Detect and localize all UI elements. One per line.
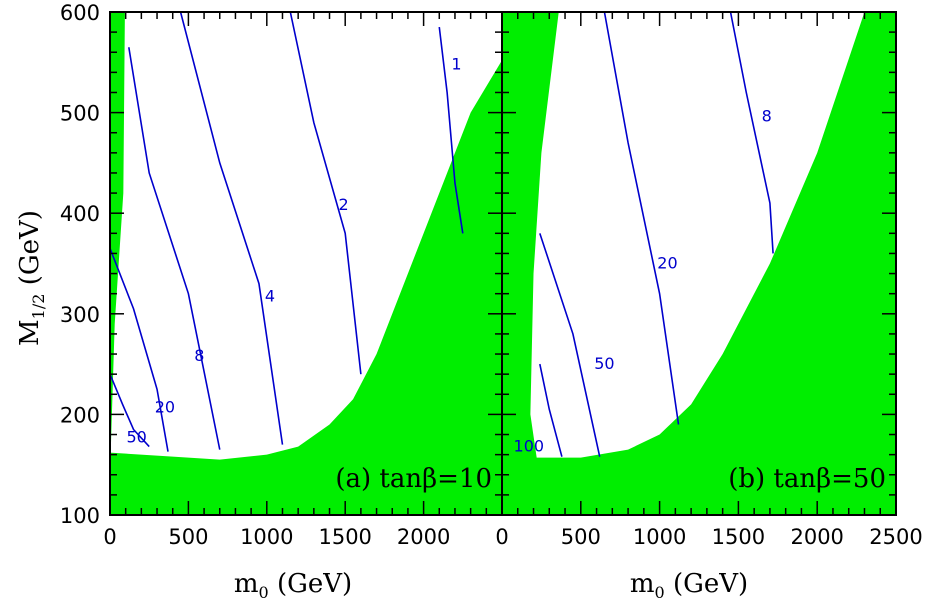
x-tick-label-a: 0	[103, 525, 116, 549]
x-tick-label-b: 2000	[790, 525, 843, 549]
svg-text:m0 (GeV): m0 (GeV)	[630, 569, 748, 602]
y-tick-label: 500	[60, 102, 100, 126]
contour-8	[128, 47, 221, 450]
panel-label-b: (b) tanβ=50	[728, 464, 886, 494]
x-tick-label-b: 0	[495, 525, 508, 549]
plot-area-a: 50 20 8 4 2 1	[110, 12, 502, 515]
contour-50	[539, 233, 601, 457]
excluded-region-left-strip	[110, 12, 125, 475]
x-tick-label-a: 1500	[318, 525, 371, 549]
x-axis-title-b: m0 (GeV)	[630, 569, 748, 602]
contour-label-1: 1	[451, 54, 461, 73]
contour-label-8: 8	[194, 346, 204, 365]
x-axis-title-a-main: m	[234, 569, 259, 599]
contour-label-4: 4	[265, 287, 275, 306]
x-tick-label-b: 1000	[633, 525, 686, 549]
x-tick-label-a: 2000	[397, 525, 450, 549]
contour-100	[539, 363, 563, 457]
x-axis-title-b-sub: 0	[654, 583, 664, 602]
y-tick-label: 300	[60, 303, 100, 327]
contour-label-2: 2	[339, 195, 349, 214]
contour-label-50: 50	[126, 428, 146, 447]
x-axis-title-b-unit: (GeV)	[673, 569, 748, 599]
contour-label-20: 20	[155, 397, 175, 416]
x-axis-title-a-sub: 0	[258, 583, 268, 602]
svg-text:M1/2 (GeV): M1/2 (GeV)	[15, 210, 48, 346]
contour-label-50: 50	[594, 354, 614, 373]
y-axis-title-sub: 1/2	[29, 294, 48, 320]
frame-b	[501, 11, 897, 516]
plot-area-b: 100 50 20 8	[502, 12, 896, 515]
y-axis-title-main: M	[15, 319, 45, 346]
x-tick-label-a: 500	[168, 525, 208, 549]
x-axis-title-a-unit: (GeV)	[277, 569, 352, 599]
ticks-b	[501, 11, 897, 516]
y-tick-label: 100	[60, 504, 100, 528]
x-axis-title-b-main: m	[630, 569, 655, 599]
x-tick-label-b: 500	[561, 525, 601, 549]
x-tick-label-a: 1000	[240, 525, 293, 549]
x-axis-title-a: m0 (GeV)	[234, 569, 352, 602]
excluded-region-bottom-right	[110, 60, 502, 515]
contour-50	[110, 373, 150, 448]
x-tick-label-b: 2500	[869, 525, 922, 549]
y-tick-label: 600	[60, 1, 100, 25]
contour-8	[729, 12, 774, 254]
panel-a: 50 20 8 4 2 1 0 500 1000 1500 2000 100 200 300 400 500 6…	[60, 1, 503, 549]
contour-label-8: 8	[762, 107, 772, 126]
y-tick-label: 200	[60, 403, 100, 427]
svg-text:m0 (GeV): m0 (GeV)	[234, 569, 352, 602]
contour-4	[179, 12, 284, 445]
y-tick-label: 400	[60, 202, 100, 226]
y-axis-title-unit: (GeV)	[15, 210, 45, 285]
contour-label-100: 100	[514, 437, 545, 456]
y-axis-title: M1/2 (GeV)	[15, 210, 48, 346]
ticks-a	[109, 11, 503, 516]
panel-b: 100 50 20 8 0 500 1000 1500 2000 2500 (b) tanβ=50	[495, 11, 923, 549]
contour-2	[289, 12, 362, 375]
contour-20	[603, 12, 680, 425]
excluded-region-left-wedge	[502, 12, 896, 515]
x-tick-label-b: 1500	[712, 525, 765, 549]
contour-20	[110, 248, 169, 452]
contour-1	[438, 26, 464, 234]
contour-label-20: 20	[657, 254, 677, 273]
panel-label-a: (a) tanβ=10	[335, 464, 492, 494]
